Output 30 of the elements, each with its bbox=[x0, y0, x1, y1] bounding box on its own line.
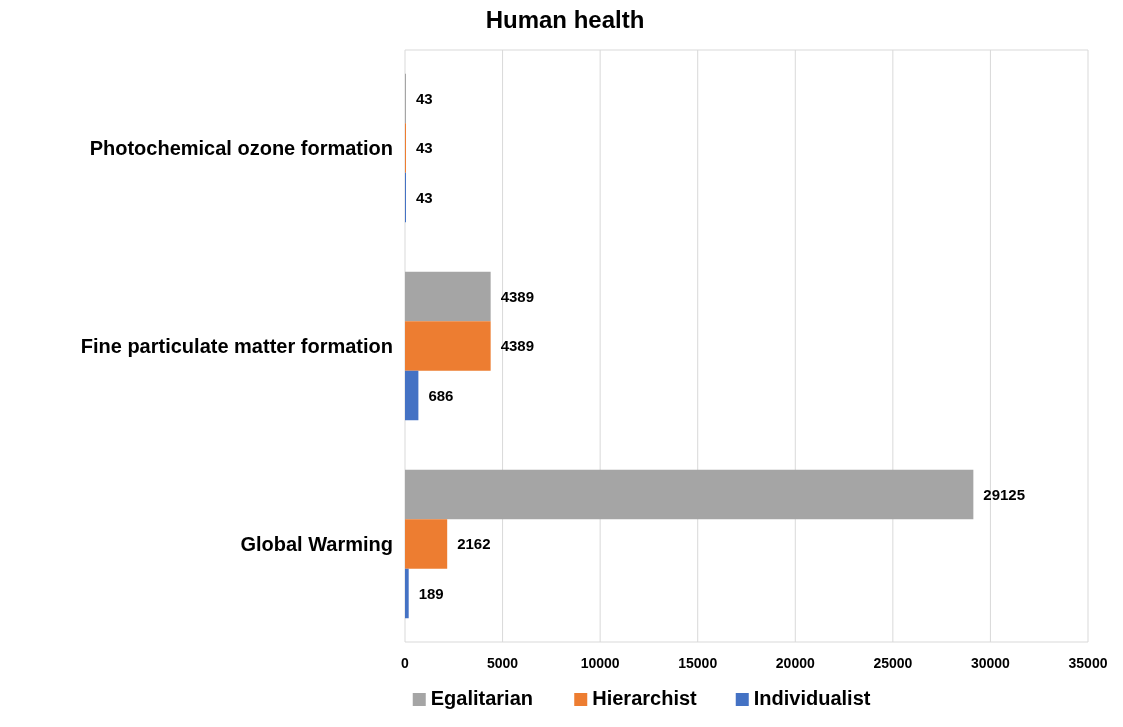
x-tick-label: 10000 bbox=[580, 655, 620, 671]
x-tick-label: 5000 bbox=[486, 655, 519, 671]
bar bbox=[405, 370, 419, 421]
x-tick-label: 25000 bbox=[873, 655, 913, 671]
data-label: 29125 bbox=[983, 485, 1026, 503]
data-label: 4389 bbox=[500, 337, 535, 355]
data-label: 43 bbox=[416, 139, 433, 157]
bar bbox=[405, 519, 448, 569]
y-tick-label: Photochemical ozone formation bbox=[89, 137, 393, 160]
x-tick-label: 35000 bbox=[1068, 655, 1108, 671]
legend-label: Individualist bbox=[753, 687, 871, 709]
legend-label: Egalitarian bbox=[430, 687, 534, 709]
data-label: 4389 bbox=[500, 287, 535, 305]
x-tick-label: 20000 bbox=[775, 655, 815, 671]
y-tick-label: Global Warming bbox=[240, 532, 393, 555]
data-label: 43 bbox=[416, 89, 433, 107]
x-tick-label: 30000 bbox=[970, 655, 1011, 671]
data-label: 2162 bbox=[457, 535, 491, 553]
legend-label: Hierarchist bbox=[592, 687, 698, 709]
y-tick-label: Fine particulate matter formation bbox=[80, 335, 393, 357]
bar bbox=[405, 271, 491, 322]
chart-title: Human health bbox=[485, 6, 645, 33]
data-label: 189 bbox=[418, 584, 444, 602]
data-label: 43 bbox=[416, 188, 433, 206]
bar bbox=[405, 321, 491, 371]
bar bbox=[405, 568, 409, 619]
x-tick-label: 15000 bbox=[678, 655, 718, 671]
bar bbox=[405, 469, 974, 520]
data-label: 686 bbox=[428, 386, 454, 404]
x-tick-label: 0 bbox=[401, 655, 410, 671]
